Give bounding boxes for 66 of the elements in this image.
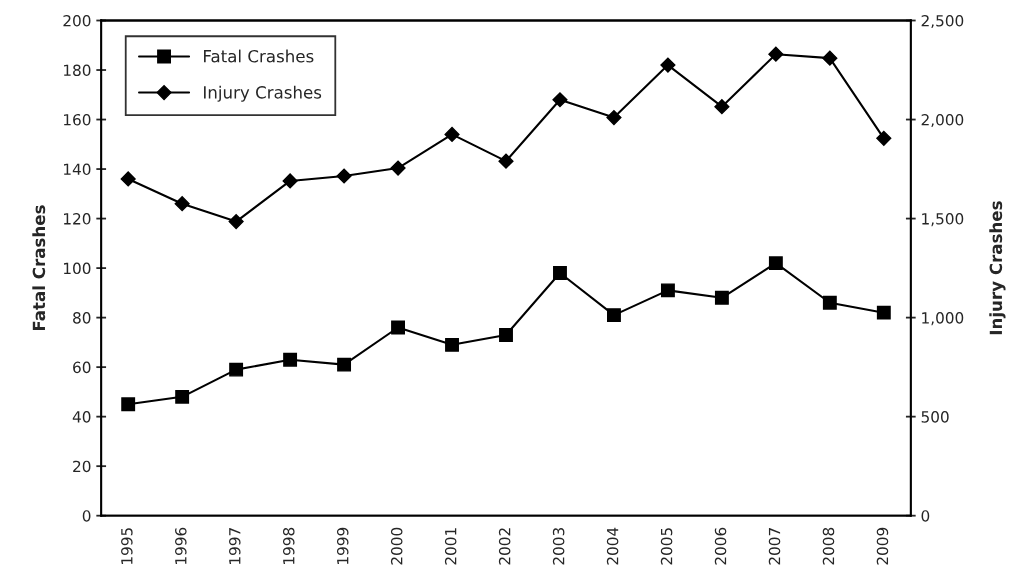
point [714, 290, 729, 305]
point [121, 397, 136, 412]
y-axis-title: Fatal Crashes [32, 205, 46, 331]
point [282, 173, 298, 189]
x-tick-label: 2002 [498, 528, 511, 565]
x-tick-label: 2006 [714, 527, 727, 565]
point [606, 109, 622, 126]
point [337, 357, 352, 372]
y-tick-label: 100 [63, 262, 91, 275]
legend-label: Injury Crashes [204, 85, 322, 102]
point [660, 57, 676, 73]
point [283, 352, 298, 367]
point [607, 308, 621, 323]
x-tick-label: 1996 [175, 527, 187, 564]
point [444, 126, 460, 142]
x-tick-label: 1997 [229, 528, 241, 564]
point [229, 362, 244, 377]
y-tick-label: 0 [82, 510, 91, 522]
point [553, 266, 567, 280]
y-tick-label: 140 [63, 163, 91, 176]
y2-tick-label: 1,500 [922, 213, 964, 227]
point [120, 171, 136, 187]
y-tick-label: 80 [73, 312, 91, 324]
point [552, 92, 568, 108]
x-tick-label: 1999 [336, 527, 349, 564]
y2-tick-label: 0 [921, 510, 930, 522]
y-tick-label: 160 [63, 114, 91, 126]
point [336, 168, 352, 184]
x-tick-label: 2003 [552, 528, 565, 565]
x-tick-label: 1995 [121, 528, 133, 564]
x-tick-label: 2007 [768, 528, 781, 565]
x-tick-label: 2009 [876, 527, 889, 565]
point [876, 305, 891, 320]
point [822, 50, 838, 66]
y2-tick-label: 500 [921, 411, 949, 423]
x-tick-label: 2008 [822, 527, 835, 565]
y-tick-label: 200 [63, 14, 91, 27]
y2-tick-label: 2,500 [921, 14, 964, 29]
y-tick-label: 120 [63, 213, 91, 225]
x-tick-label: 2001 [444, 528, 457, 565]
point [768, 256, 783, 271]
y2-tick-label: 2,000 [921, 114, 964, 128]
y-tick-label: 180 [63, 64, 91, 77]
point [175, 389, 190, 404]
point [228, 213, 244, 230]
x-tick-label: 1998 [282, 527, 295, 564]
point [391, 320, 405, 335]
point [876, 130, 892, 146]
point [499, 327, 513, 342]
point [768, 46, 784, 62]
x-tick-label: 2004 [606, 527, 619, 565]
point [498, 153, 514, 169]
point [390, 160, 406, 176]
x-tick-label: 2000 [390, 527, 403, 565]
legend-label: Fatal Crashes [204, 49, 314, 63]
y-tick-label: 40 [72, 411, 91, 423]
point [445, 337, 459, 352]
y2-tick-label: 1,000 [922, 312, 964, 326]
y-tick-label: 60 [73, 361, 91, 374]
x-tick-label: 2005 [660, 528, 673, 565]
y2-axis-title: Injury Crashes [989, 201, 1006, 335]
point [822, 295, 837, 310]
point [660, 283, 675, 298]
point [714, 99, 730, 115]
y-tick-label: 20 [73, 460, 91, 473]
point [174, 196, 190, 212]
